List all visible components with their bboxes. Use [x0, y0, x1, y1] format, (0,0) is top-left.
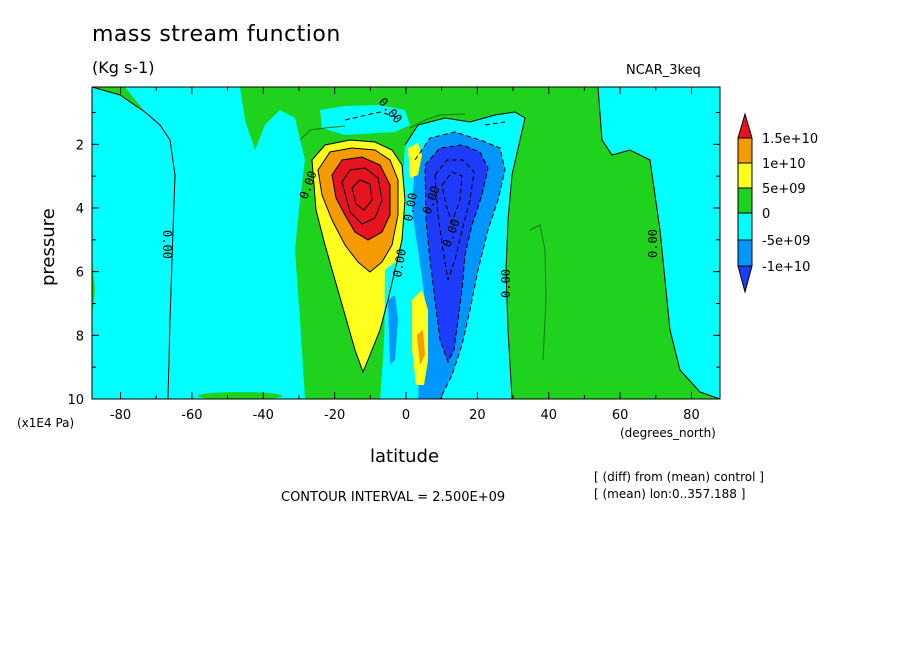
- colorbar-top-triangle: [737, 112, 753, 139]
- axis-ticks: [92, 87, 720, 400]
- y-tick-label: 4: [76, 202, 84, 217]
- field-orange-eq: [417, 330, 425, 365]
- x-tick-label: -60: [181, 408, 202, 423]
- colorbar-label: 5e+09: [762, 182, 806, 197]
- y-axis-units: (x1E4 Pa): [17, 416, 75, 430]
- x-tick-label: 80: [683, 408, 700, 423]
- y-axis-label: pressure: [38, 208, 59, 286]
- contour-lines-negative: [344, 111, 506, 399]
- colorbar-swatch-cyan: [737, 212, 753, 241]
- contour-label: 0.00: [401, 192, 420, 223]
- y-tick-label: 2: [76, 138, 84, 153]
- x-tick-label: 60: [612, 408, 629, 423]
- x-tick-label: -40: [253, 408, 274, 423]
- colorbar-label: 1e+10: [762, 157, 806, 172]
- x-tick-label: -80: [110, 408, 131, 423]
- colorbar-swatch-yellow: [737, 162, 753, 189]
- x-axis-units: (degrees_north): [620, 426, 716, 440]
- field-red-south: [332, 157, 390, 240]
- colorbar-label: -1e+10: [762, 260, 810, 275]
- colorbar-label: -5e+09: [762, 234, 810, 249]
- contour-interval: CONTOUR INTERVAL = 2.500E+09: [281, 490, 506, 505]
- colorbar-bottom-triangle: [737, 265, 753, 294]
- colorbar-label: 0: [762, 207, 770, 222]
- colorbar-label: 1.5e+10: [762, 132, 818, 147]
- x-axis-label: latitude: [370, 446, 440, 467]
- chart-units: (Kg s-1): [92, 58, 155, 77]
- colorbar-labels: 1.5e+10 1e+10 5e+09 0 -5e+09 -1e+10: [762, 132, 818, 275]
- y-tick-label: 10: [67, 393, 84, 408]
- x-tick-label: 40: [540, 408, 557, 423]
- contour-label: 0.00: [646, 229, 660, 258]
- colorbar-swatch-orange: [737, 137, 753, 164]
- contour-lines: [92, 87, 720, 399]
- field-yellow-sliver: [408, 143, 422, 178]
- field-cyan-west: [92, 87, 175, 399]
- x-tick-label: -20: [324, 408, 345, 423]
- contour-label: 0.00: [390, 248, 409, 279]
- mean-note: [ (mean) lon:0..357.188 ]: [594, 487, 746, 501]
- diff-note: [ (diff) from (mean) control ]: [594, 470, 764, 484]
- chart-title: mass stream function: [92, 22, 341, 47]
- contour-label: 0.00: [160, 230, 174, 259]
- field-cyan-top: [320, 105, 410, 135]
- run-name: NCAR_3keq: [626, 63, 701, 78]
- contour-field: [92, 87, 720, 399]
- contour-label: 0.00: [499, 269, 513, 298]
- colorbar: [737, 112, 753, 294]
- field-blue-eq: [388, 295, 398, 365]
- x-tick-label: 0: [402, 408, 410, 423]
- y-tick-label: 6: [76, 266, 84, 281]
- axis-labels: -80 -60 -40 -20 0 20 40 60 80 2 4 6 8 10: [67, 138, 699, 423]
- colorbar-swatch-green: [737, 187, 753, 214]
- field-darkblue-north: [425, 145, 488, 362]
- contour-lines-weak: [299, 113, 547, 361]
- y-tick-label: 8: [76, 329, 84, 344]
- field-cyan-east: [598, 87, 720, 399]
- x-tick-label: 20: [469, 408, 486, 423]
- colorbar-swatch-blue: [737, 239, 753, 267]
- field-green-blob: [198, 392, 282, 399]
